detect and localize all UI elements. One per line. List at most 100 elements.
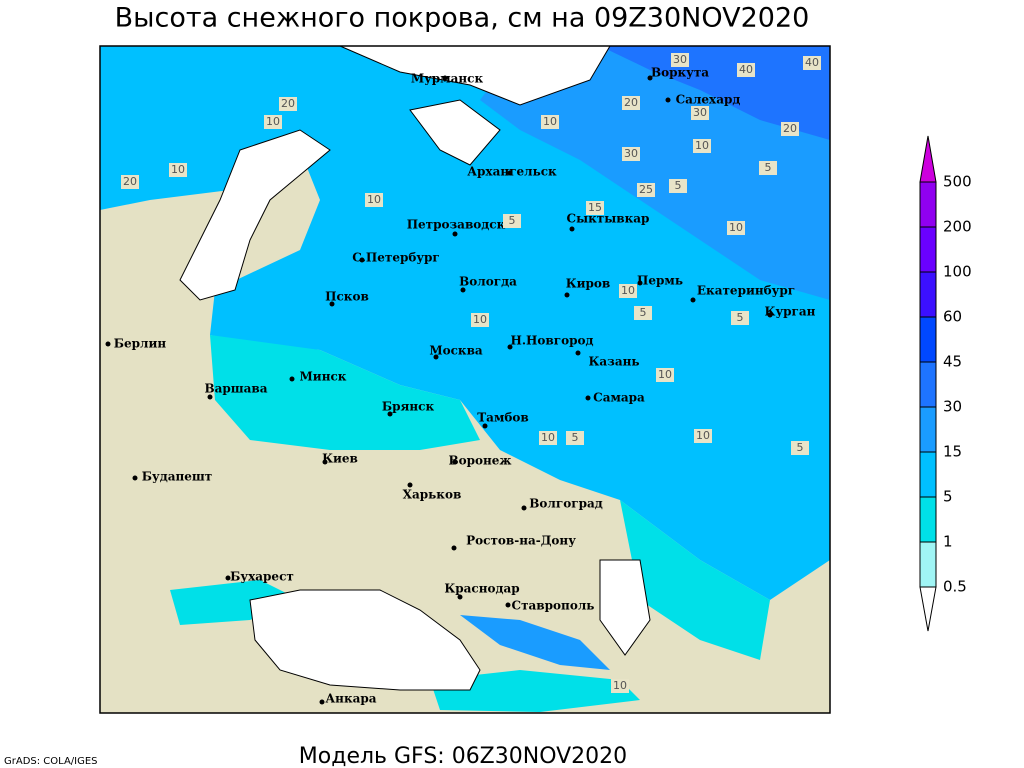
city-dot <box>690 297 696 303</box>
colorbar-label: 15 <box>943 443 962 461</box>
snow-area <box>430 670 640 712</box>
sea <box>409 99 501 166</box>
sea <box>249 589 481 691</box>
city-dot <box>564 292 570 298</box>
contour-label-box <box>691 106 709 120</box>
city-dot <box>329 301 335 307</box>
city-label: Брянск <box>382 400 435 414</box>
title: Высота снежного покрова, см на 09Z30NOV2… <box>115 3 810 34</box>
contour-label-box <box>365 193 383 207</box>
contour-label-box <box>539 431 557 445</box>
city-label: Бухарест <box>230 570 294 584</box>
colorbar-label: 100 <box>943 263 972 281</box>
city-label: Самара <box>593 391 645 405</box>
city-label: Ставрополь <box>512 599 595 613</box>
contour-label: 10 <box>695 139 709 152</box>
city-label: Пермь <box>637 274 683 288</box>
colorbar-box <box>919 181 937 228</box>
contour-label: 30 <box>693 106 707 119</box>
city-label: Н.Новгород <box>511 334 594 348</box>
city-dot <box>507 344 513 350</box>
contour-label: 20 <box>123 175 137 188</box>
contour-label-box <box>503 214 521 228</box>
colorbar-label: 500 <box>943 173 972 191</box>
contour-label-box <box>471 313 489 327</box>
contour-label-box <box>622 96 640 110</box>
colorbar-box <box>919 316 937 363</box>
contour-label-box <box>656 368 674 382</box>
contour-label-box <box>737 63 755 77</box>
city-dot <box>105 341 111 347</box>
contour-label-box <box>759 161 777 175</box>
colorbar-label: 1 <box>943 533 953 551</box>
contour-label-box <box>694 429 712 443</box>
city-label: Архангельск <box>467 165 557 179</box>
contour-label-box <box>637 183 655 197</box>
city-dot <box>207 394 213 400</box>
city-label: Воркута <box>651 66 709 80</box>
contour-label: 40 <box>739 63 753 76</box>
city-dot <box>569 226 575 232</box>
contour-label: 5 <box>640 306 647 319</box>
contour-label-box <box>264 115 282 129</box>
contour-label: 40 <box>805 56 819 69</box>
city-dot <box>225 575 231 581</box>
city-label: Будапешт <box>142 470 212 484</box>
colorbar-box <box>919 226 937 273</box>
city-label: Москва <box>429 344 483 358</box>
contour-label: 10 <box>266 115 280 128</box>
city-label: Киев <box>322 452 358 466</box>
contour-label-box <box>781 122 799 136</box>
contour-label: 10 <box>613 679 627 692</box>
contour-label-box <box>803 56 821 70</box>
contour-label-box <box>727 221 745 235</box>
city-label: Волгоград <box>529 497 602 511</box>
city-label: Псков <box>325 290 369 304</box>
contour-label: 10 <box>473 313 487 326</box>
contour-label-box <box>541 115 559 129</box>
city-label: Киров <box>566 277 611 291</box>
city-dot <box>457 594 463 600</box>
city-label: Екатеринбург <box>697 284 795 298</box>
map-frame <box>99 45 831 714</box>
city-dot <box>647 75 653 81</box>
city-dot <box>452 459 458 465</box>
colorbar-label: 45 <box>943 353 962 371</box>
sea <box>179 129 331 301</box>
cities: Мурманск Воркута Салехард Архангельск Петроз… <box>105 66 816 706</box>
contour-label-box <box>169 163 187 177</box>
snow-area <box>170 580 300 625</box>
city-label: Петрозаводск <box>407 218 506 232</box>
city-dot <box>452 231 458 237</box>
city-label: Вологда <box>459 275 517 289</box>
city-dot <box>482 423 488 429</box>
city-label: Анкара <box>325 692 376 706</box>
city-dot <box>665 97 671 103</box>
contour-label-box <box>566 431 584 445</box>
contour-label: 10 <box>543 115 557 128</box>
snow-area <box>460 615 610 670</box>
contour-label: 5 <box>765 161 772 174</box>
contour-label: 10 <box>729 221 743 234</box>
contour-label: 10 <box>696 429 710 442</box>
city-label: Харьков <box>403 488 462 502</box>
contour-label-box <box>611 679 629 693</box>
contour-label: 10 <box>621 284 635 297</box>
city-dot <box>505 602 511 608</box>
contour-label-box <box>634 306 652 320</box>
city-dot <box>359 257 365 263</box>
city-dot <box>460 287 466 293</box>
colorbar-box <box>919 406 937 453</box>
city-label: Минск <box>300 370 347 384</box>
city-dot <box>575 350 581 356</box>
footer: Модель GFS: 06Z30NOV2020 <box>299 744 627 768</box>
city-dot <box>767 312 773 318</box>
city-dot <box>637 280 643 286</box>
city-dot <box>521 505 527 511</box>
city-dot <box>289 376 295 382</box>
city-label: Варшава <box>204 382 267 396</box>
city-label: Казань <box>588 355 639 369</box>
colorbar-cap <box>919 586 937 632</box>
contour-label: 10 <box>658 368 672 381</box>
